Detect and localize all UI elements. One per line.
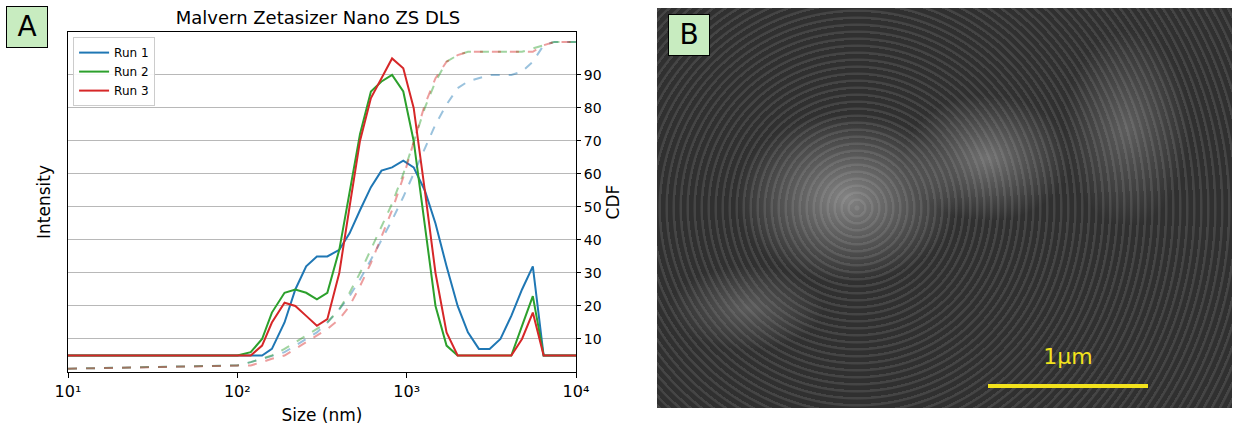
svg-text:20: 20	[584, 298, 602, 314]
svg-text:90: 90	[584, 67, 602, 83]
svg-text:Malvern Zetasizer Nano ZS DLS: Malvern Zetasizer Nano ZS DLS	[176, 7, 460, 28]
svg-text:70: 70	[584, 133, 602, 149]
svg-text:Intensity: Intensity	[34, 165, 54, 239]
svg-text:10¹: 10¹	[55, 382, 82, 401]
svg-text:40: 40	[584, 232, 602, 248]
html-text:B: B	[679, 18, 699, 51]
svg-text:CDF: CDF	[603, 185, 623, 220]
svg-text:10: 10	[584, 331, 602, 347]
svg-text:10⁴: 10⁴	[563, 382, 590, 401]
html-text:1µm: 1µm	[1043, 344, 1093, 369]
svg-text:Size (nm): Size (nm)	[282, 405, 363, 425]
svg-text:50: 50	[584, 199, 602, 215]
svg-text:Run 1: Run 1	[114, 46, 148, 60]
svg-text:Run 2: Run 2	[114, 65, 148, 79]
svg-text:30: 30	[584, 265, 602, 281]
svg-text:10²: 10²	[224, 382, 251, 401]
svg-text:10³: 10³	[393, 382, 420, 401]
svg-text:80: 80	[584, 100, 602, 116]
svg-text:60: 60	[584, 166, 602, 182]
svg-text:Run 3: Run 3	[114, 84, 148, 98]
html-text:A: A	[17, 10, 37, 43]
